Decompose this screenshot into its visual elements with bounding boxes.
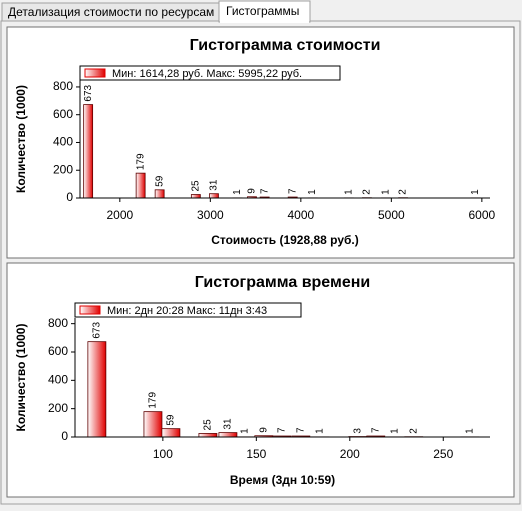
y-tick-label: 0 — [66, 190, 73, 204]
x-tick-label: 6000 — [469, 208, 496, 222]
chart-title: Гистограмма времени — [195, 274, 370, 291]
chart-panel — [7, 27, 514, 258]
value-label: 1 — [470, 189, 481, 195]
x-tick-label: 250 — [433, 447, 453, 461]
y-axis-label: Количество (1000) — [14, 324, 28, 432]
value-label: 1 — [240, 428, 251, 434]
value-label: 179 — [148, 392, 159, 409]
value-label: 3 — [352, 428, 363, 434]
bar — [155, 190, 164, 198]
x-tick-label: 2000 — [106, 208, 133, 222]
value-label: 673 — [92, 322, 103, 339]
bar — [136, 173, 145, 198]
x-tick-label: 100 — [153, 447, 173, 461]
value-label: 25 — [190, 180, 201, 192]
legend-swatch — [80, 306, 100, 314]
chart-title: Гистограмма стоимости — [190, 37, 381, 54]
tab-label[interactable]: Гистограммы — [226, 4, 299, 18]
x-tick-label: 200 — [340, 447, 360, 461]
value-label: 1 — [389, 428, 400, 434]
value-label: 7 — [370, 427, 381, 433]
y-tick-label: 200 — [48, 401, 68, 415]
y-tick-label: 800 — [48, 316, 68, 330]
y-tick-label: 400 — [53, 135, 73, 149]
y-tick-label: 600 — [53, 107, 73, 121]
bar — [88, 342, 106, 437]
value-label: 1 — [232, 189, 243, 195]
value-label: 1 — [343, 189, 354, 195]
y-tick-label: 0 — [61, 429, 68, 443]
bar — [144, 412, 162, 437]
value-label: 7 — [259, 188, 270, 194]
y-tick-label: 200 — [53, 162, 73, 176]
bar — [191, 195, 200, 198]
y-axis-label: Количество (1000) — [14, 85, 28, 193]
value-label: 31 — [223, 418, 234, 430]
bar — [209, 194, 218, 198]
bar — [219, 433, 237, 437]
y-tick-label: 600 — [48, 344, 68, 358]
tab-join — [220, 20, 309, 23]
value-label: 1 — [307, 189, 318, 195]
x-axis-label: Стоимость (1928,88 руб.) — [211, 233, 359, 247]
value-label: 1 — [381, 189, 392, 195]
value-label: 9 — [258, 427, 269, 433]
x-tick-label: 3000 — [197, 208, 224, 222]
value-label: 25 — [203, 419, 214, 431]
value-label: 7 — [287, 188, 298, 194]
x-axis-label: Время (3дн 10:59) — [230, 473, 335, 487]
y-tick-label: 400 — [48, 373, 68, 387]
value-label: 2 — [398, 189, 409, 195]
chart-panel — [7, 263, 514, 497]
x-tick-label: 150 — [246, 447, 266, 461]
x-tick-label: 5000 — [378, 208, 405, 222]
value-label: 31 — [209, 179, 220, 191]
value-label: 2 — [362, 189, 373, 195]
value-label: 1 — [464, 428, 475, 434]
legend-swatch — [85, 69, 105, 77]
y-tick-label: 800 — [53, 79, 73, 93]
x-tick-label: 4000 — [287, 208, 314, 222]
bar — [84, 105, 93, 198]
value-label: 59 — [166, 414, 177, 426]
value-label: 179 — [135, 153, 146, 170]
value-label: 7 — [276, 427, 287, 433]
value-label: 59 — [154, 175, 165, 187]
legend-label: Мин: 2дн 20:28 Макс: 11дн 3:43 — [107, 305, 267, 317]
bar — [162, 429, 180, 437]
value-label: 9 — [247, 188, 258, 194]
value-label: 1 — [315, 428, 326, 434]
tab-label[interactable]: Детализация стоимости по ресурсам — [8, 5, 214, 19]
bar — [199, 433, 217, 437]
value-label: 673 — [83, 84, 94, 101]
value-label: 7 — [295, 427, 306, 433]
legend-label: Мин: 1614,28 руб. Макс: 5995,22 руб. — [112, 68, 302, 80]
value-label: 2 — [408, 428, 419, 434]
